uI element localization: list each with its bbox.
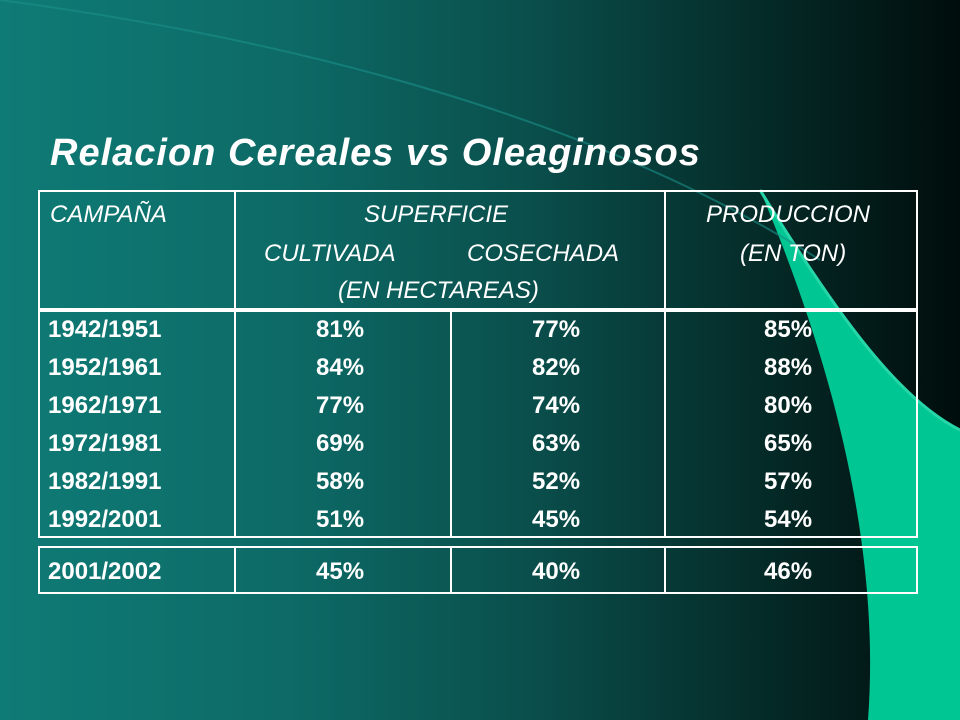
total-cosechada: 40% (532, 558, 581, 585)
table-body (38, 308, 918, 538)
total-campana: 2001/2002 (48, 558, 162, 585)
table-cell: 84% (316, 354, 365, 381)
table-cell: 69% (316, 430, 365, 457)
column-produccion: 85% 88% 80% 65% 57% 54% (764, 316, 812, 544)
total-cultivada: 45% (316, 558, 365, 585)
table-cell: 1962/1971 (48, 392, 162, 419)
header-cosechada: COSECHADA (467, 240, 620, 267)
divider (450, 546, 452, 594)
table-cell: 82% (532, 354, 581, 381)
table-cell: 81% (316, 316, 365, 343)
divider (664, 546, 666, 594)
table-cell: 1972/1981 (48, 430, 162, 457)
divider (234, 308, 236, 538)
table-cell: 77% (316, 392, 365, 419)
table-cell: 77% (532, 316, 581, 343)
divider (450, 308, 452, 538)
table-cell: 80% (764, 392, 813, 419)
table-cell: 1992/2001 (48, 506, 162, 533)
total-produccion: 46% (764, 558, 813, 585)
table-cell: 88% (764, 354, 813, 381)
table-cell: 52% (532, 468, 581, 495)
table-cell: 63% (532, 430, 581, 457)
table-cell: 74% (532, 392, 581, 419)
table-cell: 54% (764, 506, 813, 533)
column-cosechada: 77% 82% 74% 63% 52% 45% (532, 316, 580, 544)
header-hectareas: (EN HECTAREAS) (338, 277, 539, 304)
table-cell: 1952/1961 (48, 354, 162, 381)
table-cell: 51% (316, 506, 365, 533)
header-campana: CAMPAÑA (50, 201, 167, 228)
table-cell: 57% (764, 468, 813, 495)
header-superficie: SUPERFICIE (364, 201, 509, 228)
table-cell: 45% (532, 506, 581, 533)
divider (664, 308, 666, 538)
table-cell: 58% (316, 468, 365, 495)
table-total (38, 546, 918, 594)
table-header (38, 190, 918, 312)
divider (234, 190, 236, 312)
table-cell: 65% (764, 430, 813, 457)
header-ton: (EN TON) (740, 240, 847, 267)
column-campana: 1942/1951 1952/1961 1962/1971 1972/1981 … (48, 316, 161, 544)
table-cell: 1942/1951 (48, 316, 162, 343)
table-cell: 1982/1991 (48, 468, 162, 495)
header-cultivada: CULTIVADA (264, 240, 396, 267)
divider (234, 546, 236, 594)
column-cultivada: 81% 84% 77% 69% 58% 51% (316, 316, 364, 544)
slide-title: Relacion Cereales vs Oleaginosos (50, 132, 701, 174)
table-cell: 85% (764, 316, 813, 343)
divider (664, 190, 666, 312)
header-produccion: PRODUCCION (706, 201, 871, 228)
